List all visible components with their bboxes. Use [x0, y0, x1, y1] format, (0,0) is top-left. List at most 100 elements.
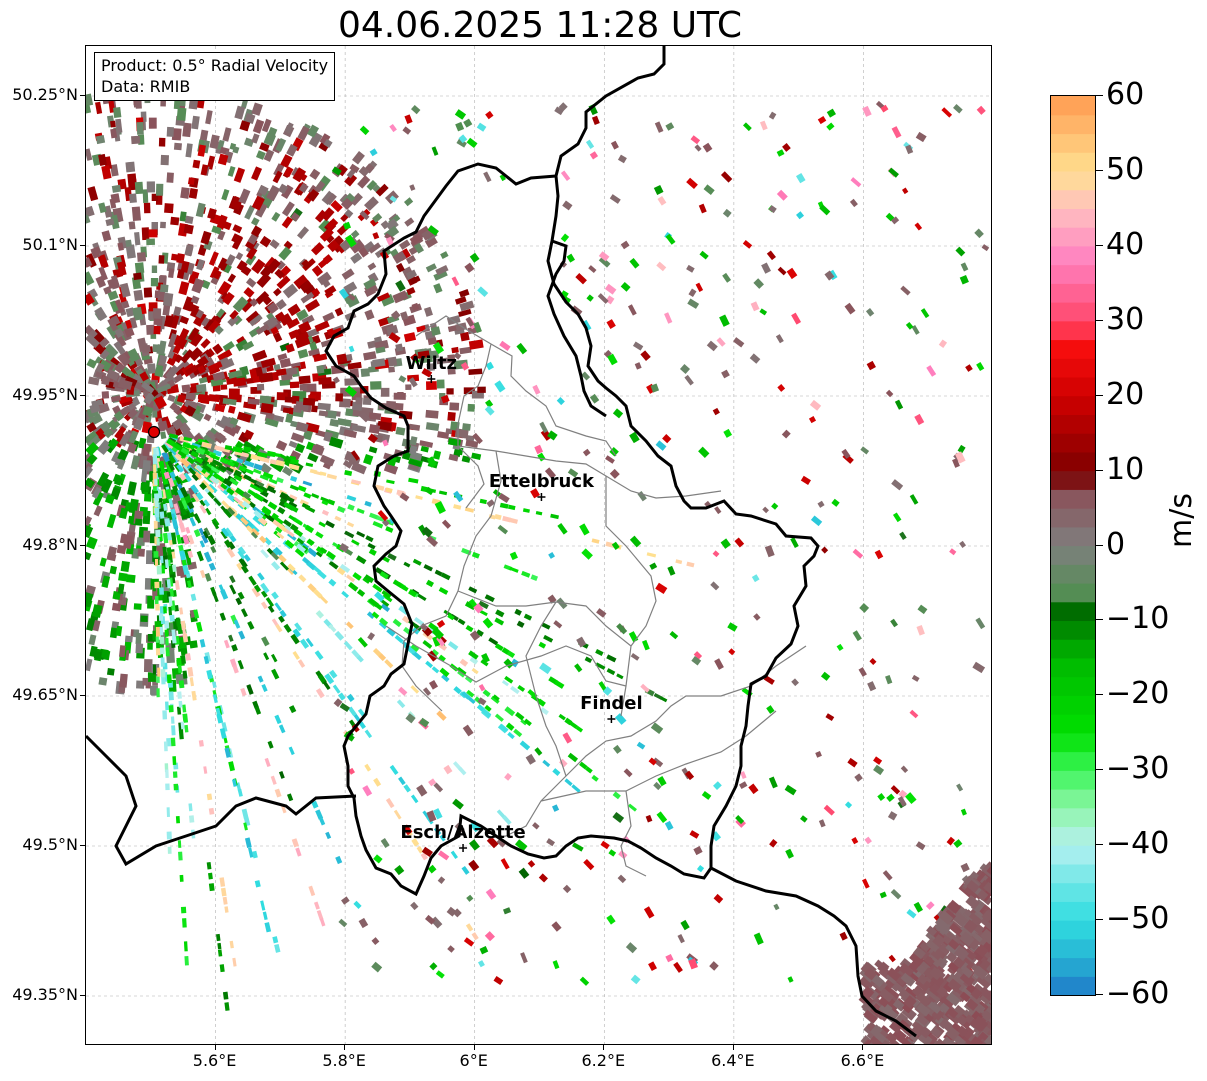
- radar-echo-cell: [238, 188, 251, 205]
- radar-echo-cell: [174, 354, 183, 364]
- radar-echo-cell: [86, 422, 97, 433]
- radar-echo-cell: [146, 181, 156, 193]
- radar-echo-cell: [104, 494, 115, 505]
- radar-echo-cell: [465, 316, 475, 327]
- radar-echo-cell: [162, 292, 174, 307]
- radar-echo-cell: [208, 251, 219, 266]
- lon-tick-label: 6.6°E: [840, 1051, 885, 1070]
- radar-echo-cell: [494, 713, 504, 722]
- radar-echo-cell: [356, 508, 365, 515]
- radar-echo-cell: [983, 1006, 991, 1020]
- radar-echo-cell: [229, 584, 237, 595]
- colorbar-tick-mark: [1096, 769, 1103, 771]
- radar-echo-cell: [432, 636, 441, 647]
- colorbar-segment: [1051, 976, 1095, 995]
- radar-echo-cell: [208, 394, 220, 403]
- radar-echo-cell: [403, 784, 411, 793]
- radar-echo-cell: [274, 943, 281, 953]
- radar-echo-cell: [227, 460, 235, 467]
- radar-echo-cell: [983, 876, 991, 890]
- radar-echo-cell: [562, 732, 573, 744]
- radar-echo-cell: [612, 811, 625, 823]
- radar-echo-cell: [388, 332, 401, 344]
- radar-echo-cell: [620, 240, 630, 250]
- radar-echo-cell: [735, 815, 745, 825]
- radar-echo-cell: [305, 462, 314, 468]
- colorbar-segment: [1051, 245, 1095, 266]
- radar-echo-cell: [166, 579, 172, 589]
- radar-echo-cell: [209, 134, 220, 150]
- radar-echo-cell: [217, 281, 232, 297]
- radar-echo-cell: [974, 228, 984, 239]
- radar-echo-cell: [271, 618, 279, 626]
- radar-echo-cell: [281, 466, 293, 477]
- radar-echo-cell: [296, 536, 305, 545]
- radar-echo-cell: [271, 561, 281, 571]
- radar-echo-cell: [502, 515, 512, 523]
- radar-echo-cell: [448, 453, 459, 462]
- radar-echo-cell: [290, 420, 298, 428]
- radar-echo-cell: [367, 262, 377, 271]
- radar-echo-cell: [352, 572, 362, 581]
- radar-echo-cell: [107, 317, 119, 332]
- radar-echo-cell: [320, 339, 332, 348]
- radar-echo-cell: [699, 250, 709, 260]
- radar-echo-cell: [116, 459, 126, 470]
- radar-echo-cell: [95, 101, 103, 115]
- radar-echo-cell: [288, 501, 298, 509]
- radar-echo-cell: [915, 841, 926, 851]
- radar-echo-cell: [95, 134, 106, 145]
- radar-echo-cell: [332, 376, 340, 384]
- radar-echo-cell: [214, 403, 226, 413]
- radar-echo-cell: [980, 1010, 991, 1022]
- radar-echo-cell: [351, 479, 362, 485]
- radar-echo-cell: [166, 351, 179, 367]
- radar-echo-cell: [133, 603, 142, 610]
- radar-echo-cell: [174, 526, 180, 536]
- radar-echo-cell: [963, 948, 977, 961]
- radar-echo-cell: [452, 798, 464, 810]
- radar-echo-cell: [152, 410, 158, 418]
- radar-echo-cell: [152, 472, 157, 481]
- radar-echo-cell: [425, 579, 435, 588]
- radar-echo-cell: [111, 602, 122, 612]
- radar-echo-cell: [980, 916, 991, 931]
- radar-echo-cell: [342, 459, 353, 469]
- radar-echo-cell: [938, 910, 954, 925]
- radar-echo-cell: [521, 570, 531, 578]
- radar-echo-cell: [297, 348, 309, 359]
- radar-echo-cell: [597, 293, 609, 304]
- radar-echo-cell: [273, 287, 282, 297]
- radar-echo-cell: [680, 919, 690, 931]
- radar-echo-cell: [465, 923, 474, 932]
- radar-echo-cell: [408, 477, 419, 484]
- radar-echo-cell: [547, 430, 558, 441]
- radar-echo-cell: [393, 392, 406, 400]
- radar-echo-cell: [275, 137, 287, 152]
- radar-echo-cell: [219, 964, 225, 973]
- colorbar-segment: [1051, 302, 1095, 322]
- city-label: Findel: [580, 693, 643, 714]
- radar-echo-cell: [343, 281, 358, 294]
- radar-echo-cell: [110, 275, 121, 289]
- radar-echo-cell: [187, 327, 200, 342]
- radar-site-marker[interactable]: [147, 425, 161, 439]
- radar-map[interactable]: Wiltz Ettelbruck Findel Esch/Alzette: [85, 45, 992, 1045]
- radar-echo-cell: [176, 657, 182, 667]
- radar-echo-cell: [152, 664, 157, 675]
- radar-echo-cell: [221, 220, 232, 231]
- radar-echo-cell: [179, 874, 184, 882]
- radar-echo-cell: [464, 262, 475, 273]
- radar-echo-cell: [600, 840, 610, 850]
- radar-echo-cell: [863, 1039, 875, 1044]
- radar-echo-cell: [271, 653, 278, 663]
- radar-echo-cell: [206, 155, 216, 170]
- radar-echo-cell: [143, 659, 153, 673]
- radar-echo-cell: [318, 377, 332, 385]
- radar-echo-cell: [228, 634, 234, 642]
- colorbar-tick-mark: [1096, 244, 1103, 246]
- radar-echo-cell: [364, 729, 373, 739]
- velocity-colorbar: [1050, 95, 1096, 996]
- radar-echo-cell: [496, 837, 507, 848]
- radar-echo-cell: [253, 584, 262, 593]
